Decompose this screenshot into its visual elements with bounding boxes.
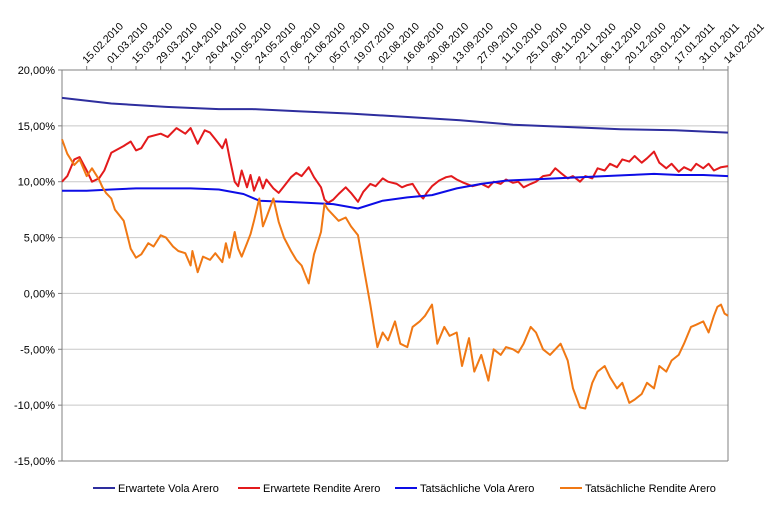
y-tick-label: 10,00% — [18, 177, 56, 189]
legend-label: Tatsächliche Vola Arero — [420, 483, 534, 495]
y-tick-label: -10,00% — [14, 400, 55, 412]
y-tick-label: 5,00% — [24, 233, 55, 245]
axes — [58, 66, 729, 462]
legend: Erwartete Vola Arero Erwartete Rendite Ar… — [93, 483, 716, 495]
series-lines — [61, 96, 729, 410]
series-line-1 — [61, 96, 729, 134]
legend-label: Erwartete Vola Arero — [118, 483, 219, 495]
y-tick-label: 20,00% — [18, 65, 56, 77]
y-tick-label: 0,00% — [24, 288, 55, 300]
y-axis-tick-labels: -15,00% -10,00% -5,00% 0,00% 5,00% 10,00% 15,0… — [14, 65, 55, 468]
y-tick-label: -5,00% — [20, 344, 55, 356]
series-line-4 — [61, 138, 729, 410]
y-tick-label: 15,00% — [18, 121, 56, 133]
series-line-2 — [61, 127, 729, 204]
series-line-3 — [62, 172, 729, 210]
legend-label: Tatsächliche Rendite Arero — [585, 483, 716, 495]
legend-label: Erwartete Rendite Arero — [263, 483, 380, 495]
y-tick-label: -15,00% — [14, 456, 55, 468]
gridlines — [62, 69, 728, 462]
